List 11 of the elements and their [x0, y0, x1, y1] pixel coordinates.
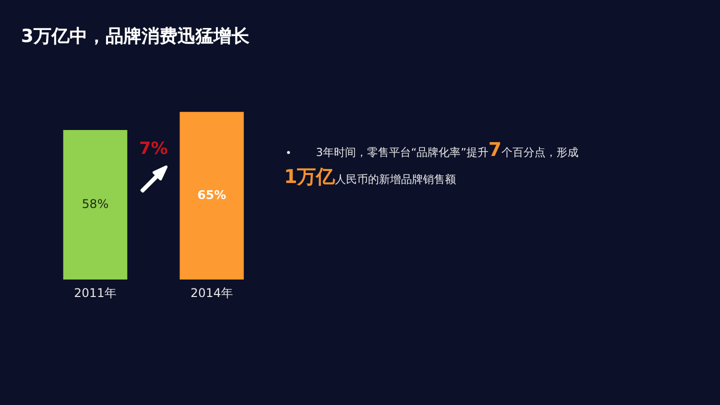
text: 个百分点，形成: [502, 146, 579, 159]
annotation: 7%: [139, 139, 168, 159]
text: 3年时间，零售平台“品牌化率”提升: [316, 146, 488, 159]
chart-title: 3万亿中，品牌消费迅猛增长: [21, 25, 250, 48]
text: 人民币的新增品牌销售额: [335, 173, 456, 186]
text: 7: [488, 139, 502, 161]
x-tick-label: 2011年: [74, 286, 117, 300]
text: 1万亿: [284, 166, 336, 188]
data-label: 65%: [197, 188, 226, 202]
x-tick-label: 2014年: [190, 286, 234, 300]
data-label: 58%: [82, 196, 109, 211]
